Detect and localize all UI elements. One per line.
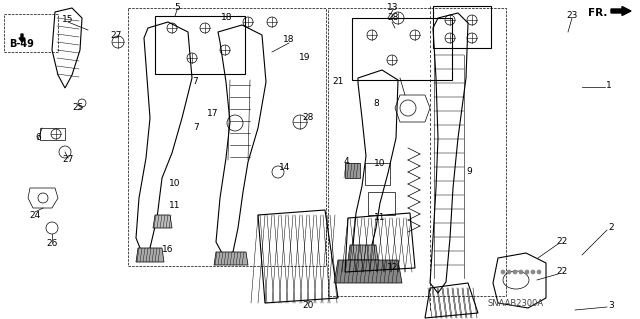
Text: 15: 15 [62, 16, 74, 25]
Text: 21: 21 [332, 78, 344, 86]
Text: 2: 2 [608, 224, 614, 233]
Text: 11: 11 [374, 213, 386, 222]
Polygon shape [214, 252, 248, 265]
Ellipse shape [525, 270, 529, 274]
Ellipse shape [501, 270, 505, 274]
Text: 27: 27 [110, 31, 122, 40]
Ellipse shape [513, 270, 517, 274]
Text: 18: 18 [221, 12, 233, 21]
Text: 25: 25 [72, 103, 84, 113]
Text: 18: 18 [284, 35, 295, 44]
FancyArrow shape [19, 34, 25, 42]
Text: 26: 26 [46, 239, 58, 248]
Text: 7: 7 [192, 78, 198, 86]
Text: 27: 27 [62, 155, 74, 165]
Text: 22: 22 [556, 238, 568, 247]
Polygon shape [153, 215, 172, 228]
Text: 17: 17 [207, 108, 219, 117]
Text: 12: 12 [387, 263, 399, 272]
Bar [40, 128, 65, 140]
Polygon shape [345, 163, 360, 178]
FancyArrow shape [611, 6, 631, 16]
Text: 23: 23 [566, 11, 578, 19]
Text: 9: 9 [466, 167, 472, 176]
Text: FR.: FR. [588, 8, 607, 18]
Ellipse shape [531, 270, 535, 274]
Text: 22: 22 [556, 268, 568, 277]
Bar [352, 18, 452, 80]
Ellipse shape [507, 270, 511, 274]
Text: B-49: B-49 [10, 39, 35, 49]
Text: 8: 8 [373, 99, 379, 108]
Text: SNAAB2300A: SNAAB2300A [488, 299, 544, 308]
Text: 24: 24 [29, 211, 40, 219]
Text: 10: 10 [169, 179, 180, 188]
Ellipse shape [537, 270, 541, 274]
Polygon shape [348, 245, 378, 260]
Text: 6: 6 [35, 133, 41, 143]
Text: 3: 3 [608, 300, 614, 309]
Bar [155, 16, 245, 74]
Bar [328, 8, 506, 296]
Text: 13: 13 [387, 3, 399, 11]
Polygon shape [334, 260, 402, 283]
Text: 7: 7 [193, 123, 199, 132]
Text: 11: 11 [169, 201, 180, 210]
Ellipse shape [519, 270, 523, 274]
Bar [128, 8, 326, 266]
Text: 16: 16 [163, 246, 173, 255]
Text: 20: 20 [302, 301, 314, 310]
Bar [4, 14, 58, 52]
Text: 5: 5 [174, 3, 180, 11]
Text: 1: 1 [606, 80, 612, 90]
Text: 28: 28 [302, 114, 314, 122]
Text: 10: 10 [374, 159, 386, 167]
Bar [433, 6, 491, 48]
Text: 14: 14 [279, 164, 291, 173]
Polygon shape [136, 248, 164, 262]
Text: 4: 4 [343, 158, 349, 167]
Text: 28: 28 [387, 13, 399, 23]
Text: 19: 19 [300, 54, 311, 63]
